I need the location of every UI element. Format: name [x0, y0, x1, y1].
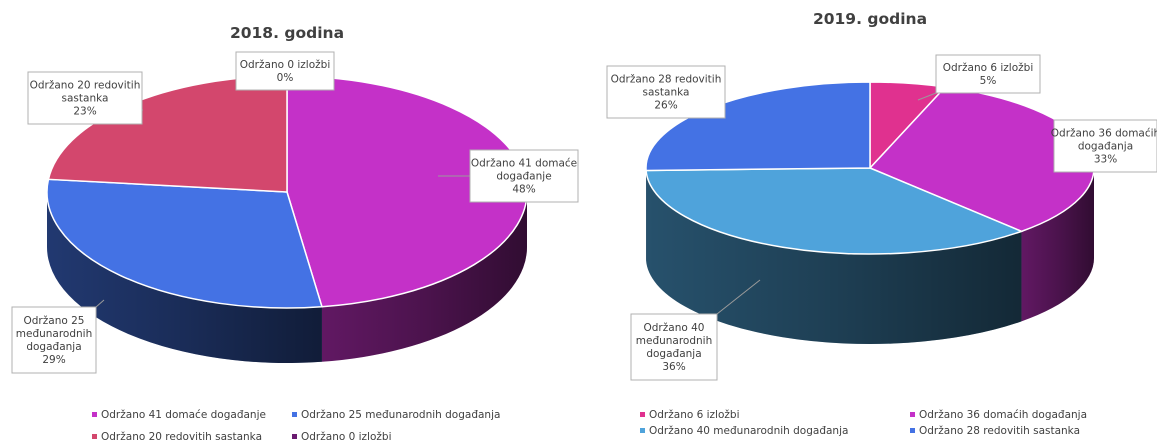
data-label: 0%: [277, 72, 294, 84]
data-label: 29%: [42, 354, 65, 366]
pie-side-shading: [1021, 168, 1094, 322]
legend-label: Održano 20 redovitih sastanka: [101, 431, 262, 443]
legend-item: Održano 36 domaćih događanja: [910, 409, 1087, 421]
pie-sides: [47, 192, 527, 363]
legend-swatch: [910, 428, 915, 433]
legend-label: Održano 0 izložbi: [301, 431, 392, 443]
pie-slice: [645, 167, 1024, 255]
legend-swatch: [640, 412, 645, 417]
pie-top: [645, 81, 1095, 255]
pie-side-shading: [646, 170, 1022, 344]
data-label-box: [630, 313, 718, 381]
pie-top: [46, 75, 528, 309]
legend-swatch: [92, 412, 97, 417]
pie-side-shading: [47, 192, 322, 363]
chart-title: 2018. godina: [230, 24, 344, 42]
legend-item: Održano 6 izložbi: [640, 409, 740, 421]
data-label: sastanka: [643, 87, 690, 99]
data-label: međunarodnih: [16, 328, 93, 340]
label-leader-line: [716, 279, 761, 315]
data-label: 5%: [980, 75, 997, 87]
legend-swatch: [910, 412, 915, 417]
pie-slice: [46, 178, 323, 309]
data-label: događanja: [646, 348, 701, 360]
data-label-box: [27, 71, 143, 125]
data-label: 33%: [1094, 154, 1117, 166]
data-label-box: [469, 149, 579, 203]
pie-side-shading: [321, 192, 527, 362]
legend-item: Održano 41 domaće događanje: [92, 409, 266, 421]
legend-item: Održano 28 redovitih sastanka: [910, 425, 1080, 437]
legend-label: Održano 40 međunarodnih događanja: [649, 425, 848, 437]
legend: Održano 6 izložbi Održano 36 domaćih doga…: [640, 409, 1087, 437]
legend-item: Održano 40 međunarodnih događanja: [640, 425, 848, 437]
data-label: događanja: [1078, 141, 1133, 153]
data-label-box: [935, 54, 1041, 94]
data-label-box: [606, 65, 726, 119]
legend-swatch: [640, 428, 645, 433]
legend-label: Održano 41 domaće događanje: [101, 409, 266, 421]
data-label: 26%: [654, 100, 677, 112]
legend: Održano 41 domaće događanje Održano 25 me…: [92, 409, 500, 443]
data-label-box: [11, 306, 97, 374]
data-label: Održano 25: [24, 315, 85, 327]
legend-item: Održano 20 redovitih sastanka: [92, 431, 262, 443]
data-label-box: [235, 51, 335, 91]
legend-label: Održano 28 redovitih sastanka: [919, 425, 1080, 437]
data-label: 23%: [73, 106, 96, 118]
label-leader-line: [917, 92, 937, 101]
data-label: Održano 36 domaćih: [1051, 128, 1157, 140]
data-label-box: [1053, 119, 1157, 173]
chart-title: 2019. godina: [813, 10, 927, 28]
data-label: Održano 40: [644, 322, 705, 334]
data-label: Održano 6 izložbi: [943, 62, 1034, 74]
data-label: Održano 20 redovitih: [30, 80, 141, 92]
pie-sides: [646, 168, 1094, 344]
data-label: 36%: [662, 361, 685, 373]
legend-item: Održano 0 izložbi: [292, 431, 392, 443]
legend-swatch: [292, 412, 297, 417]
data-label: Održano 28 redovitih: [611, 74, 722, 86]
legend-swatch: [292, 434, 297, 439]
label-leader-line: [95, 299, 105, 308]
data-label: sastanka: [62, 93, 109, 105]
data-label: međunarodnih: [636, 335, 713, 347]
data-label: Održano 41 domaće: [471, 158, 577, 170]
chart-2018: 2018. godina Održano 41 domaćedogađanje4…: [11, 24, 579, 443]
legend-item: Održano 25 međunarodnih događanja: [292, 409, 500, 421]
data-label: događanja: [26, 341, 81, 353]
data-label: 48%: [512, 184, 535, 196]
legend-label: Održano 36 domaćih događanja: [919, 409, 1087, 421]
chart-2019: 2019. godina Održano 6 izložbi5%Održano …: [606, 10, 1157, 437]
legend-label: Održano 6 izložbi: [649, 409, 740, 421]
data-label: događanje: [496, 171, 551, 183]
legend-swatch: [92, 434, 97, 439]
data-label: Održano 0 izložbi: [240, 59, 331, 71]
legend-label: Održano 25 međunarodnih događanja: [301, 409, 500, 421]
